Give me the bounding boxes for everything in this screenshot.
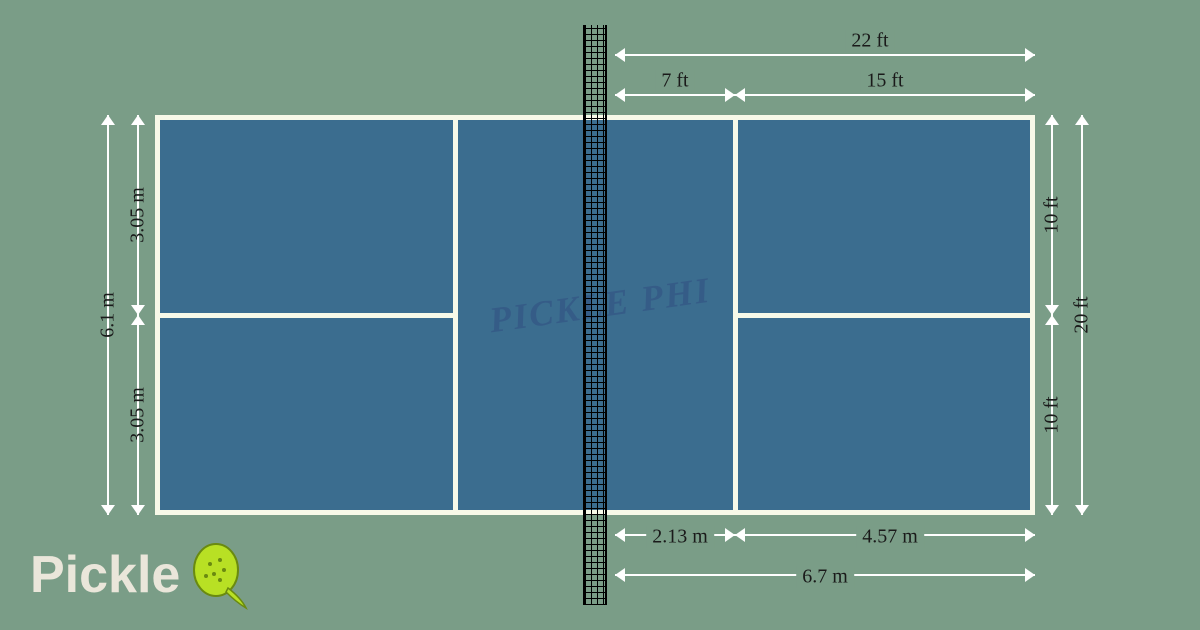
dim-label: 20 ft xyxy=(1071,296,1094,333)
arrow-head xyxy=(1025,48,1035,62)
arrow-head xyxy=(725,88,735,102)
arrow-head xyxy=(725,528,735,542)
dim-label: 4.57 m xyxy=(856,526,924,549)
dim-label: 10 ft xyxy=(1041,196,1064,233)
dim-line xyxy=(615,94,735,96)
arrow-head xyxy=(735,88,745,102)
arrow-head xyxy=(1045,115,1059,125)
dim-line xyxy=(615,54,1035,56)
arrow-head xyxy=(131,315,145,325)
dim-label: 6.1 m xyxy=(97,292,120,338)
arrow-head xyxy=(131,115,145,125)
dim-label: 10 ft xyxy=(1041,396,1064,433)
arrow-head xyxy=(1075,115,1089,125)
court-centerline-left xyxy=(155,313,455,318)
arrow-head xyxy=(615,528,625,542)
dim-label: 7 ft xyxy=(655,70,694,93)
kitchen-line-right xyxy=(733,115,738,515)
arrow-head xyxy=(735,528,745,542)
arrow-head xyxy=(1045,305,1059,315)
arrow-head xyxy=(1045,315,1059,325)
dim-label: 2.13 m xyxy=(646,526,714,549)
dim-label: 3.05 m xyxy=(127,387,150,443)
arrow-head xyxy=(131,505,145,515)
dim-label: 3.05 m xyxy=(127,187,150,243)
arrow-head xyxy=(101,505,115,515)
dim-label: 6.7 m xyxy=(796,566,854,589)
brand-logo: Pickle xyxy=(30,540,256,610)
arrow-head xyxy=(101,115,115,125)
dim-label: 22 ft xyxy=(845,30,894,53)
arrow-head xyxy=(615,48,625,62)
dim-label: 15 ft xyxy=(860,70,909,93)
arrow-head xyxy=(615,568,625,582)
arrow-head xyxy=(1025,568,1035,582)
arrow-head xyxy=(1045,505,1059,515)
paddle-icon xyxy=(186,540,256,610)
court-centerline-right xyxy=(735,313,1035,318)
court-net xyxy=(583,25,607,605)
arrow-head xyxy=(131,305,145,315)
brand-logo-text: Pickle xyxy=(30,545,180,605)
dim-line xyxy=(735,94,1035,96)
arrow-head xyxy=(1075,505,1089,515)
arrow-head xyxy=(615,88,625,102)
arrow-head xyxy=(1025,88,1035,102)
kitchen-line-left xyxy=(453,115,458,515)
arrow-head xyxy=(1025,528,1035,542)
